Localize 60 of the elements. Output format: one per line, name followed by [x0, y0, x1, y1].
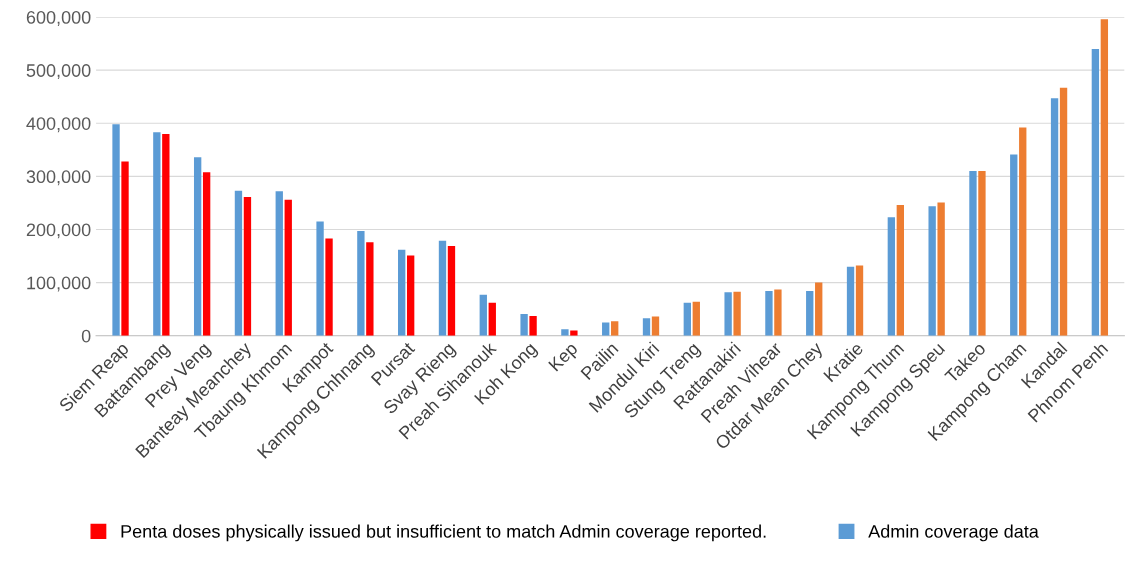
- bar: [978, 171, 986, 336]
- bar: [896, 205, 904, 336]
- legend-label: Admin coverage data: [868, 524, 1039, 542]
- bar: [642, 318, 651, 336]
- y-tick-label: 400,000: [26, 117, 91, 133]
- bar: [765, 291, 773, 336]
- bar: [243, 197, 252, 336]
- bar: [692, 301, 700, 336]
- bar: [815, 282, 823, 336]
- bar: [969, 171, 977, 336]
- bar: [887, 217, 896, 336]
- bar: [316, 221, 324, 336]
- y-tick-label: 300,000: [26, 170, 91, 186]
- bar: [202, 172, 211, 336]
- bar: [357, 231, 365, 336]
- bar: [611, 321, 619, 336]
- bar: [366, 242, 374, 336]
- x-tick-label: Kep: [548, 341, 581, 375]
- bar: [520, 313, 528, 336]
- bar: [602, 322, 610, 336]
- legend-label: Penta doses physically issued but insufficient to match Admin coverage reported.: [121, 524, 766, 542]
- y-tick-label: 600,000: [26, 11, 91, 26]
- y-tick-label: 200,000: [26, 223, 91, 239]
- bar: [284, 199, 292, 336]
- bar: [325, 238, 333, 336]
- bar: [275, 191, 283, 336]
- bar: [651, 316, 660, 336]
- bar: [683, 302, 691, 336]
- bar: [529, 316, 537, 336]
- bar: [112, 124, 120, 336]
- bar: [1050, 98, 1059, 336]
- y-tick-label: 100,000: [27, 276, 91, 292]
- bar: [570, 330, 578, 336]
- bar: [1100, 19, 1109, 336]
- bar: [774, 289, 782, 336]
- bar: [733, 291, 741, 336]
- bar: [1091, 48, 1100, 336]
- bar: [928, 206, 936, 336]
- y-tick-label: 0: [81, 329, 91, 343]
- bar: [846, 266, 855, 336]
- bar: [438, 240, 447, 336]
- bar: [1019, 127, 1027, 336]
- bar: [1010, 154, 1018, 336]
- bar: [193, 157, 202, 336]
- bar: [447, 245, 456, 336]
- bar: [561, 329, 569, 336]
- y-tick-label: 500,000: [26, 64, 91, 80]
- bar: [488, 302, 496, 336]
- bar: [479, 294, 487, 336]
- bar: [806, 291, 814, 336]
- bar: [121, 161, 129, 336]
- bar: [855, 265, 864, 336]
- bar: [153, 132, 161, 336]
- bar: [1059, 87, 1068, 336]
- bar: [234, 190, 243, 336]
- bar: [724, 292, 732, 336]
- bar: [406, 255, 415, 336]
- bar: [398, 249, 406, 336]
- bar: [162, 133, 170, 336]
- bar: [937, 202, 945, 336]
